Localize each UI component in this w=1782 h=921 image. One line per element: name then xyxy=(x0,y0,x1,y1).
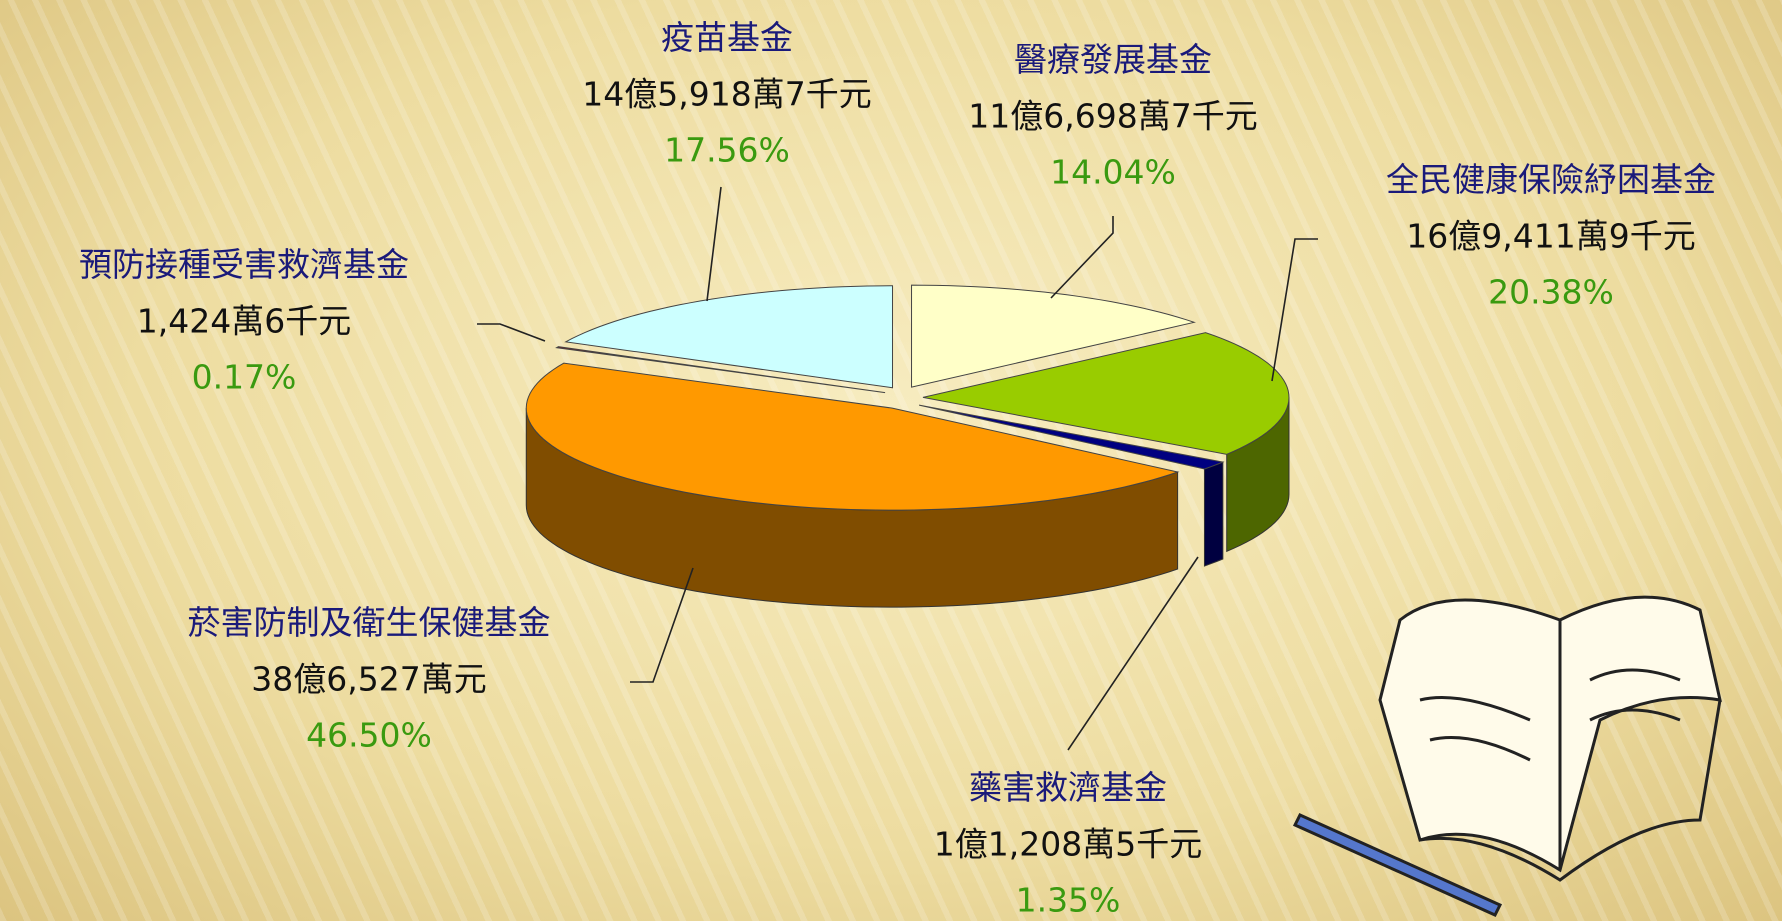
slice-percent: 1.35% xyxy=(1016,881,1121,920)
book-illustration xyxy=(1295,597,1720,915)
leader-line xyxy=(1051,216,1113,298)
chart: 醫療發展基金 11億6,698萬7千元 14.04% 全民健康保險紓困基金 16億9,4… xyxy=(0,0,1782,921)
page: 醫療發展基金 11億6,698萬7千元 14.04% 全民健康保險紓困基金 16億9,4… xyxy=(0,0,1782,921)
slice-percent: 0.17% xyxy=(192,358,297,397)
slice-name: 醫療發展基金 xyxy=(1014,40,1212,79)
slice-percent: 14.04% xyxy=(1050,153,1176,192)
slice-amount: 14億5,918萬7千元 xyxy=(582,75,871,114)
slice-name: 疫苗基金 xyxy=(661,18,793,57)
slice-side xyxy=(1204,462,1222,566)
slice-name: 藥害救濟基金 xyxy=(969,768,1167,807)
leader-line xyxy=(707,187,721,301)
slice-name: 全民健康保險紓困基金 xyxy=(1386,160,1716,199)
slice-amount: 38億6,527萬元 xyxy=(251,660,486,699)
slice-percent: 20.38% xyxy=(1488,273,1614,312)
slice-amount: 1,424萬6千元 xyxy=(137,302,351,341)
slice-amount: 11億6,698萬7千元 xyxy=(968,97,1257,136)
slice-name: 菸害防制及衛生保健基金 xyxy=(188,603,551,642)
slice-name: 預防接種受害救濟基金 xyxy=(79,245,409,284)
leader-line xyxy=(477,324,545,341)
slice-percent: 17.56% xyxy=(664,131,790,170)
slice-percent: 46.50% xyxy=(306,716,432,755)
slice-amount: 1億1,208萬5千元 xyxy=(934,825,1202,864)
leader-line xyxy=(1272,239,1318,381)
slice-amount: 16億9,411萬9千元 xyxy=(1406,217,1695,256)
